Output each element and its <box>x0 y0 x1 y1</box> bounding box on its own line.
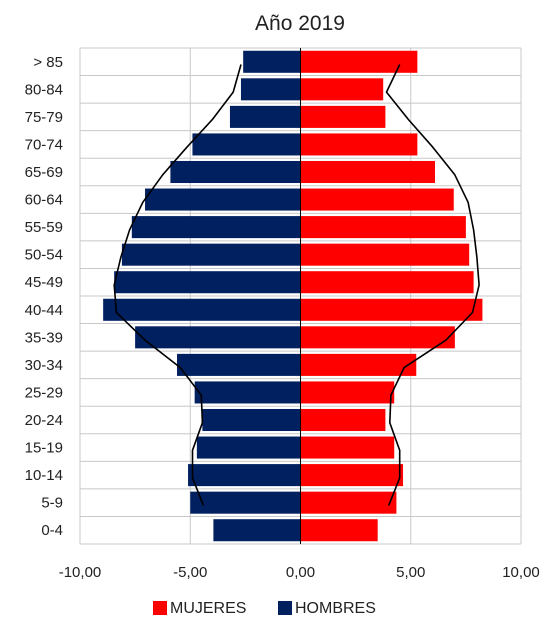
bar-mujeres <box>300 216 466 239</box>
bar-mujeres <box>300 381 395 404</box>
series-hombres-bars <box>103 50 301 542</box>
x-tick-label: 10,00 <box>502 564 540 581</box>
y-tick-label: 50-54 <box>25 247 63 264</box>
legend-label-hombres: HOMBRES <box>295 600 376 617</box>
y-tick-label: 30-34 <box>25 357 63 374</box>
x-tick-label: 0,00 <box>286 564 315 581</box>
bar-hombres <box>145 188 301 211</box>
bar-hombres <box>121 243 301 266</box>
y-tick-label: 25-29 <box>25 384 63 401</box>
y-tick-label: 65-69 <box>25 164 63 181</box>
x-axis-labels: -10,00 -5,00 0,00 5,00 10,00 <box>59 564 540 581</box>
bar-mujeres <box>300 78 384 101</box>
y-tick-label: 35-39 <box>25 329 63 346</box>
bar-hombres <box>135 326 301 349</box>
bar-hombres <box>170 160 301 184</box>
y-tick-label: 75-79 <box>25 109 63 126</box>
bar-mujeres <box>300 188 454 211</box>
y-axis-labels: > 85 80-84 75-79 70-74 65-69 60-64 55-59 50-54 4… <box>25 54 63 539</box>
bar-mujeres <box>300 353 417 376</box>
x-tick-label: 5,00 <box>396 564 425 581</box>
overlay-line-right <box>385 64 480 506</box>
bar-mujeres <box>300 133 418 156</box>
y-tick-label: 5-9 <box>41 495 63 512</box>
bar-hombres <box>194 381 301 404</box>
y-tick-label: 15-19 <box>25 440 63 457</box>
bar-hombres <box>229 105 301 128</box>
legend-swatch-mujeres <box>153 601 167 615</box>
y-tick-label: 40-44 <box>25 302 63 319</box>
y-tick-label: 45-49 <box>25 274 63 291</box>
chart-title: Año 2019 <box>255 12 345 35</box>
bar-hombres <box>196 436 301 459</box>
legend: MUJERES HOMBRES <box>153 600 376 617</box>
bar-mujeres <box>300 50 418 73</box>
overlay-line-left <box>113 64 242 506</box>
bar-hombres <box>240 78 301 101</box>
series-mujeres-bars <box>300 50 483 542</box>
bar-mujeres <box>300 436 395 459</box>
bar-mujeres <box>300 408 386 432</box>
bar-hombres <box>114 271 301 294</box>
bar-hombres <box>243 50 301 73</box>
x-tick-label: -10,00 <box>59 564 102 581</box>
y-tick-label: 10-14 <box>25 467 63 484</box>
y-tick-label: 20-24 <box>25 412 63 429</box>
overlay-lines <box>113 64 480 506</box>
y-tick-label: > 85 <box>33 54 63 71</box>
bar-hombres <box>213 519 301 542</box>
legend-swatch-hombres <box>278 601 292 615</box>
y-tick-label: 55-59 <box>25 219 63 236</box>
legend-label-mujeres: MUJERES <box>170 600 246 617</box>
bar-hombres <box>190 491 301 514</box>
y-tick-label: 80-84 <box>25 81 63 98</box>
bar-mujeres <box>300 519 378 542</box>
x-tick-label: -5,00 <box>173 564 207 581</box>
y-tick-label: 70-74 <box>25 136 63 153</box>
bar-mujeres <box>300 271 474 294</box>
bar-mujeres <box>300 243 470 266</box>
bar-mujeres <box>300 326 455 349</box>
bar-hombres <box>177 353 301 376</box>
bar-mujeres <box>300 298 483 321</box>
bar-hombres <box>192 133 301 156</box>
bar-mujeres <box>300 491 397 514</box>
bar-mujeres <box>300 464 404 487</box>
bar-hombres <box>188 464 301 487</box>
bar-hombres <box>103 298 301 321</box>
y-tick-label: 0-4 <box>41 522 63 539</box>
y-tick-label: 60-64 <box>25 192 63 209</box>
bar-hombres <box>131 216 301 239</box>
bar-mujeres <box>300 105 386 128</box>
bar-hombres <box>202 408 301 432</box>
bar-mujeres <box>300 160 436 184</box>
